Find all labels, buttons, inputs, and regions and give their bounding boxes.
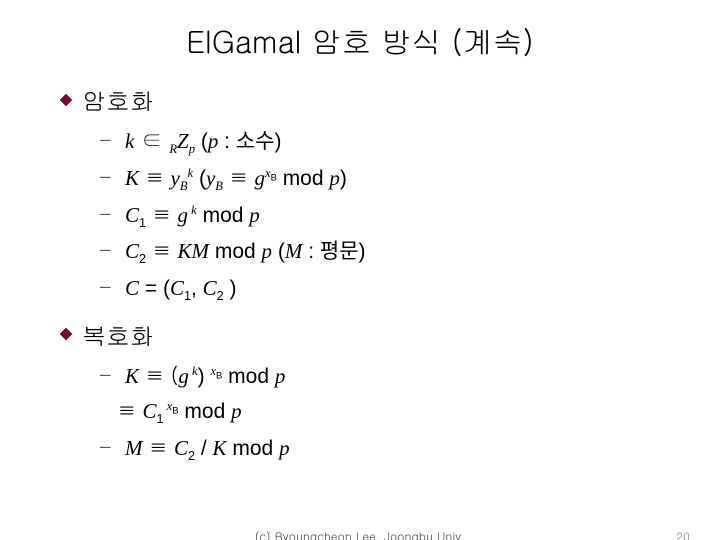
set-Z: Z <box>177 129 189 153</box>
sub-2: 2 <box>139 252 146 266</box>
bullet-diamond-icon <box>60 328 72 340</box>
txt-mod: mod <box>179 400 232 423</box>
var-g: g <box>254 166 265 190</box>
txt-mod: mod <box>277 167 330 190</box>
var-KM: KM <box>178 239 210 263</box>
paren-close: ) <box>198 365 211 388</box>
sub-B: B <box>180 179 188 193</box>
bullet-diamond-icon <box>60 94 72 106</box>
var-p: p <box>249 203 260 227</box>
dash-icon: – <box>100 160 118 193</box>
sub-1: 1 <box>139 216 146 230</box>
enc-line-5: – C = (C1, C2 ) <box>60 270 720 307</box>
sup-x: x <box>164 399 173 413</box>
dec-line-2: ≡ C1 xB mod p <box>60 393 720 430</box>
sym-in: ∈ <box>134 124 169 154</box>
sub-1b: 1 <box>184 289 191 303</box>
var-p: p <box>329 166 340 190</box>
title-part-a: ElGamal <box>186 20 311 62</box>
txt-mod: mod <box>197 204 250 227</box>
var-C1: C <box>143 399 157 423</box>
paren-close: ) <box>224 277 237 300</box>
dash-icon: – <box>100 270 118 303</box>
dash-icon: – <box>100 197 118 230</box>
sup-k: k <box>189 364 198 378</box>
sym-equiv: ≡ <box>118 394 143 424</box>
note-p: p <box>208 129 219 153</box>
sym-div: / <box>195 437 213 460</box>
var-p: p <box>275 364 286 388</box>
txt-mod: mod <box>209 240 262 263</box>
var-C1: C <box>125 203 139 227</box>
title-paren-close: ) <box>523 20 534 62</box>
var-C: C <box>125 276 139 300</box>
sub-R: R <box>169 142 177 156</box>
sub-2: 2 <box>188 449 195 463</box>
enc-line-4: – C2 ≡ KM mod p (M : 평문) <box>60 233 720 270</box>
note-prime: : 소수) <box>218 130 281 153</box>
sym-eq-paren: = ( <box>139 277 170 300</box>
note-plaintext: : 평문) <box>302 240 365 263</box>
dec-line-1: – K ≡ (g k) xB mod p <box>60 358 720 394</box>
footer-page-number: 20 <box>676 528 690 540</box>
content-area: 암호화 – k ∈ RZp (p : 소수) – K ≡ yBk (yB ≡ g… <box>0 72 720 467</box>
enc-line-1: – k ∈ RZp (p : 소수) <box>60 123 720 160</box>
var-g: g <box>178 203 189 227</box>
paren-open: ( <box>193 167 206 190</box>
sub-1: 1 <box>157 413 164 427</box>
txt-mod: mod <box>227 437 280 460</box>
txt-mod: mod <box>222 365 275 388</box>
sym-equiv-paren: ≡ ( <box>139 359 178 389</box>
var-k: k <box>125 129 134 153</box>
var-C1b: C <box>170 276 184 300</box>
dash-icon: – <box>100 123 118 156</box>
slide-title: ElGamal 암호 방식 (계속) <box>0 0 720 72</box>
title-part-b: 암호 방식 <box>311 20 451 62</box>
var-C2b: C <box>203 276 217 300</box>
note-open: ( <box>195 130 208 153</box>
sym-equiv2: ≡ <box>223 161 254 191</box>
section-label-decryption: 복호화 <box>82 317 154 354</box>
var-y2: y <box>206 166 215 190</box>
var-g: g <box>178 364 189 388</box>
var-M: M <box>125 436 143 460</box>
sym-equiv: ≡ <box>146 234 177 264</box>
var-M: M <box>285 239 303 263</box>
section-encryption: 암호화 <box>60 82 720 119</box>
sym-equiv: ≡ <box>143 431 174 461</box>
dash-icon: – <box>100 358 118 391</box>
section-decryption: 복호화 <box>60 317 720 354</box>
var-p: p <box>279 436 290 460</box>
sym-equiv: ≡ <box>146 198 177 228</box>
var-y: y <box>171 166 180 190</box>
var-C2: C <box>174 436 188 460</box>
sym-equiv: ≡ <box>139 161 170 191</box>
var-C2: C <box>125 239 139 263</box>
enc-line-2: – K ≡ yBk (yB ≡ gxB mod p) <box>60 160 720 197</box>
dash-icon: – <box>100 233 118 266</box>
sub-B2: B <box>215 179 223 193</box>
section-label-encryption: 암호화 <box>82 82 154 119</box>
note-open: ( <box>272 240 285 263</box>
title-paren-open: ( <box>451 20 462 62</box>
dash-icon: – <box>100 430 118 463</box>
sup-k: k <box>188 203 197 217</box>
var-K: K <box>125 166 139 190</box>
dec-line-3: – M ≡ C2 / K mod p <box>60 430 720 467</box>
sub-2b: 2 <box>217 289 224 303</box>
enc-line-3: – C1 ≡ g k mod p <box>60 197 720 234</box>
title-part-c: 계속 <box>463 20 523 62</box>
comma: , <box>191 277 203 300</box>
var-K: K <box>125 364 139 388</box>
footer-copyright: (c) Byoungcheon Lee, Joongbu Univ. <box>0 528 720 540</box>
paren-close: ) <box>340 167 347 190</box>
var-p: p <box>231 399 242 423</box>
var-p: p <box>262 239 273 263</box>
var-K: K <box>213 436 227 460</box>
